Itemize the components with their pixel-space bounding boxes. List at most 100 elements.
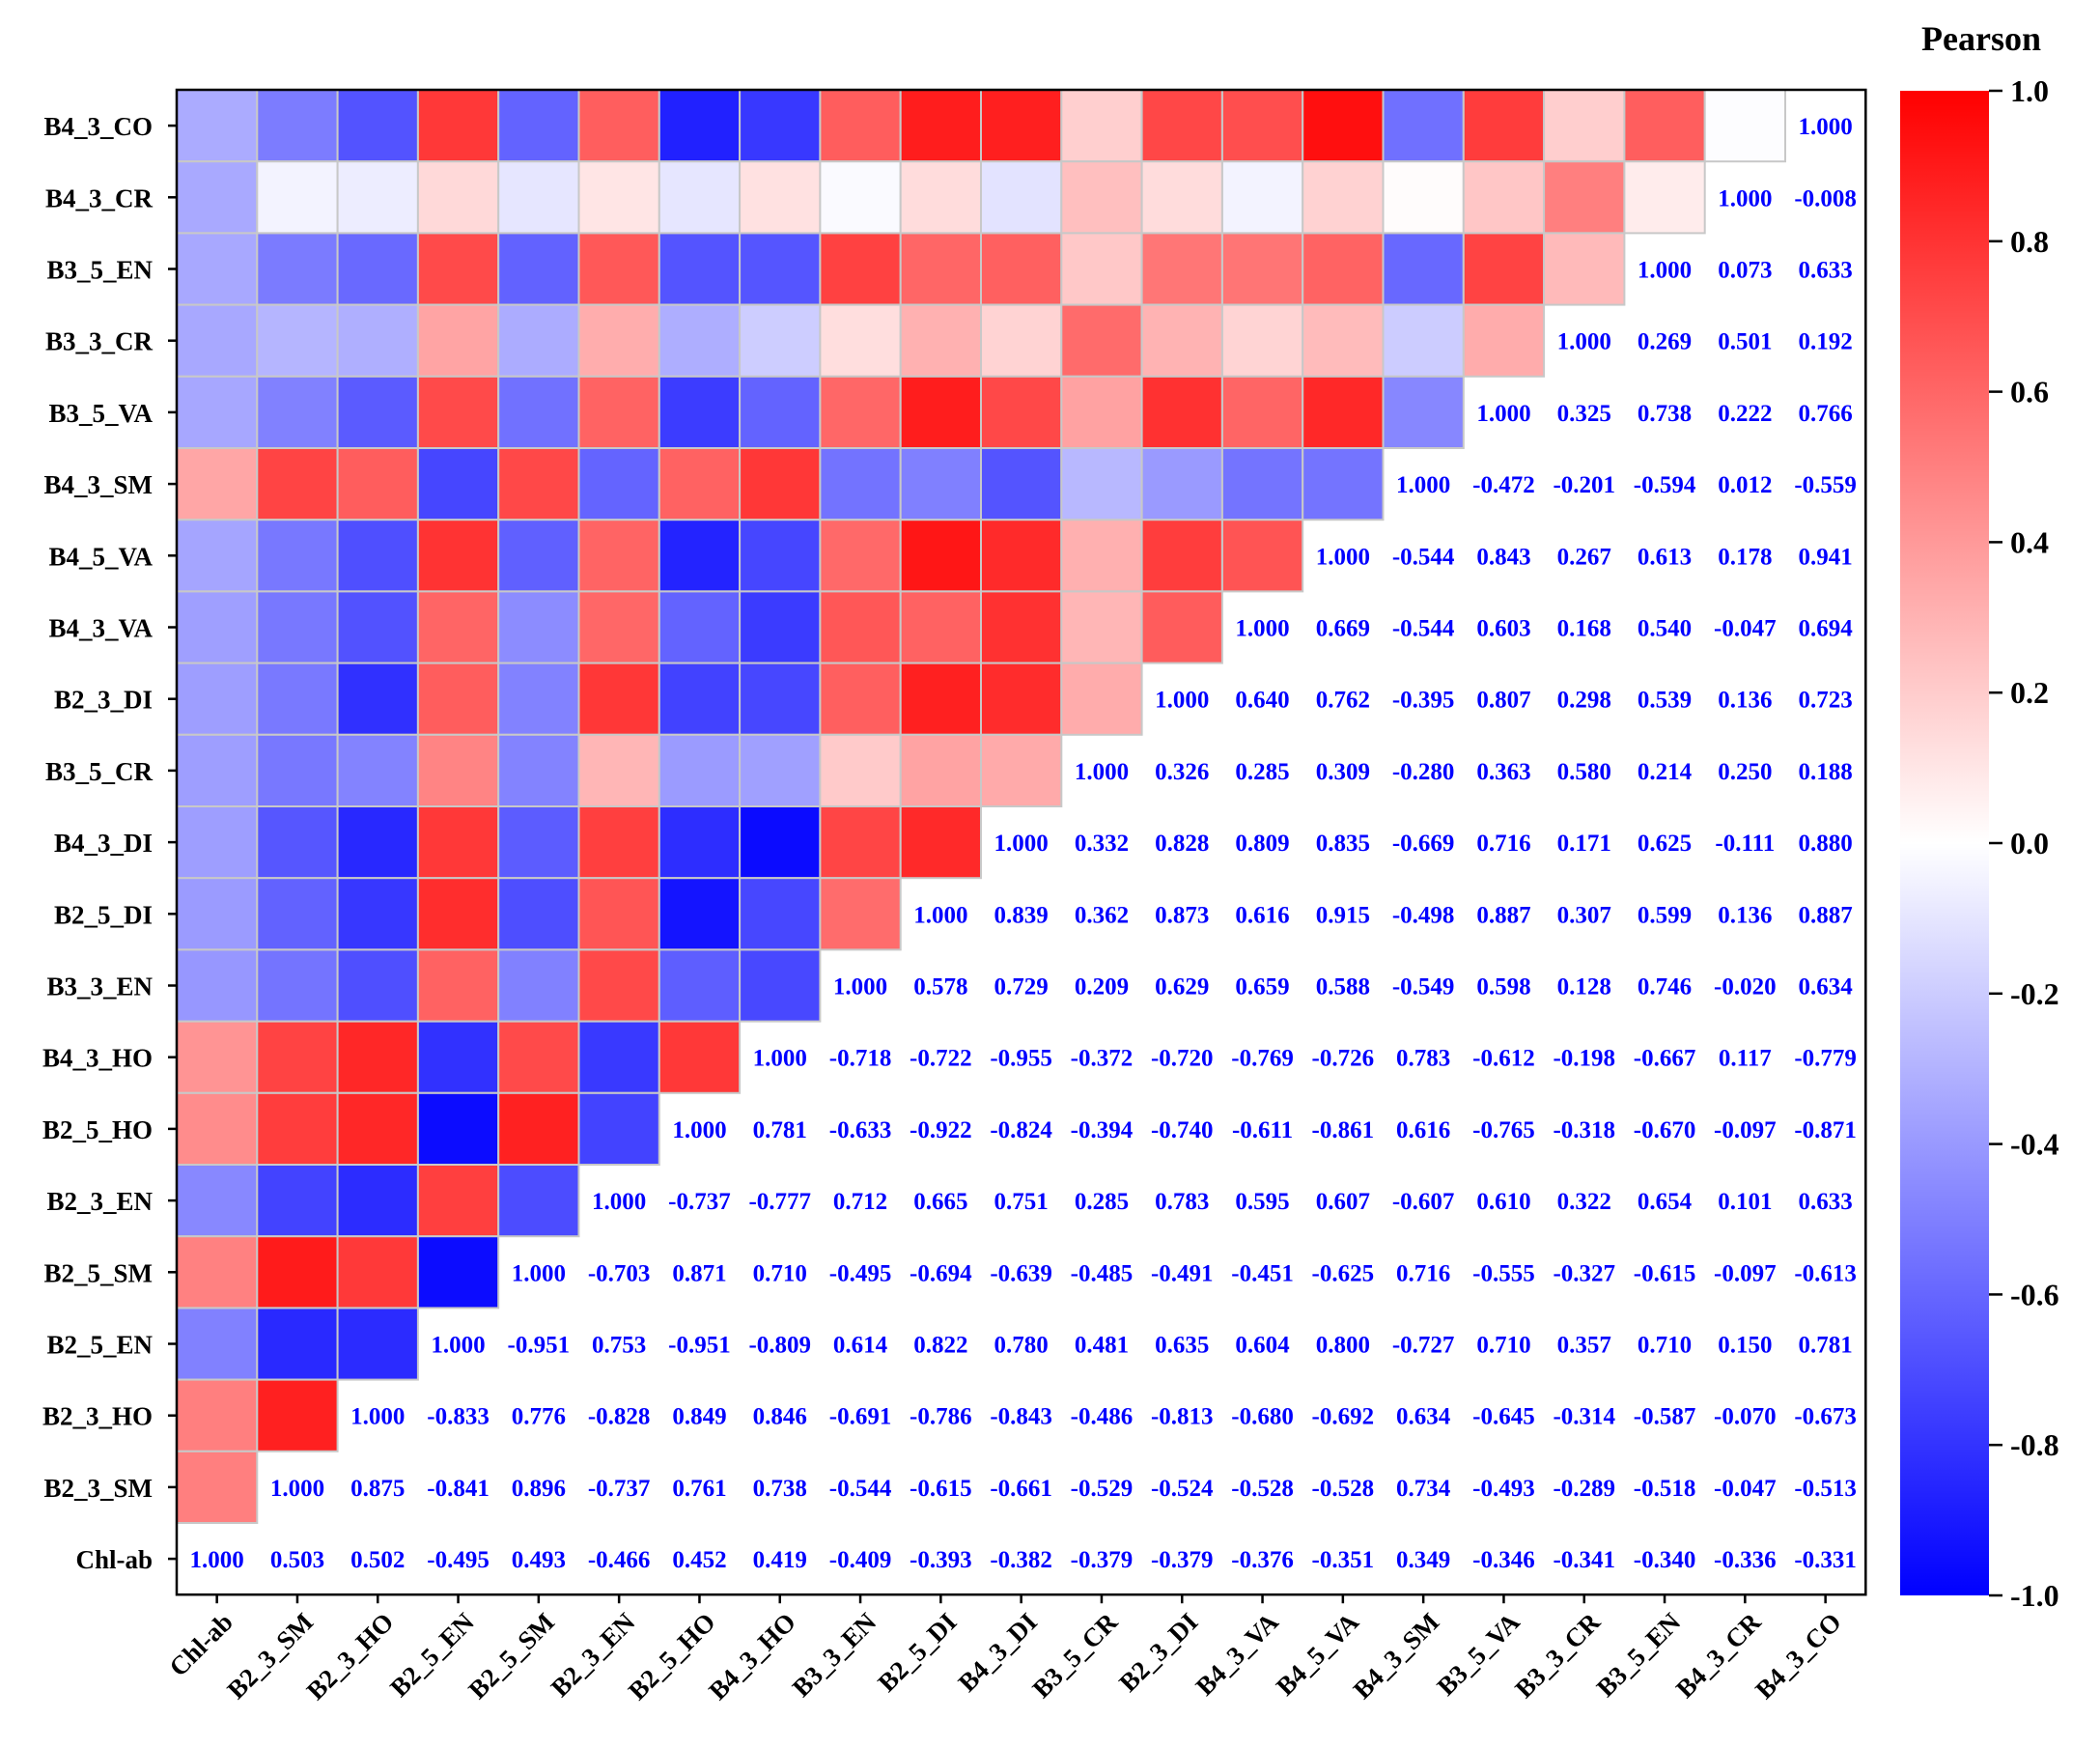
heatmap-cell bbox=[739, 160, 822, 235]
heatmap-cell bbox=[176, 1091, 259, 1167]
heatmap-cell bbox=[819, 89, 902, 163]
heatmap-cell bbox=[256, 805, 339, 880]
value-label: -0.495 bbox=[829, 1260, 892, 1286]
value-label: -0.633 bbox=[829, 1117, 892, 1143]
heatmap-cell bbox=[176, 1235, 259, 1310]
heatmap-cell bbox=[336, 590, 419, 664]
heatmap-cell bbox=[497, 662, 580, 736]
value-label: 0.723 bbox=[1799, 688, 1853, 714]
value-label: 0.267 bbox=[1557, 544, 1611, 570]
value-label: 0.419 bbox=[753, 1547, 807, 1573]
y-tick-label: B2_3_SM bbox=[43, 1474, 153, 1503]
heatmap-cell bbox=[1220, 89, 1304, 163]
heatmap-cell bbox=[336, 1235, 419, 1310]
heatmap-cell bbox=[739, 232, 822, 306]
heatmap-cell bbox=[577, 1020, 660, 1094]
value-label: 1.000 bbox=[190, 1547, 244, 1573]
value-label: 0.896 bbox=[512, 1476, 566, 1502]
value-label: 0.807 bbox=[1476, 688, 1530, 714]
value-label: 0.710 bbox=[753, 1260, 807, 1286]
value-label: 0.800 bbox=[1316, 1333, 1370, 1359]
value-label: -0.466 bbox=[588, 1547, 651, 1573]
value-label: 0.629 bbox=[1155, 974, 1209, 1001]
value-label: 0.309 bbox=[1316, 759, 1370, 785]
y-tick-label: B2_3_DI bbox=[54, 686, 153, 715]
heatmap-cell bbox=[336, 160, 419, 235]
value-label: 0.887 bbox=[1476, 902, 1530, 928]
heatmap-cell bbox=[980, 89, 1063, 163]
y-tick-label: B4_5_VA bbox=[48, 542, 153, 571]
heatmap-cell bbox=[336, 375, 419, 449]
heatmap-cell bbox=[256, 89, 339, 163]
heatmap-cell bbox=[416, 232, 500, 306]
value-label: 0.588 bbox=[1316, 974, 1370, 1001]
heatmap-cell bbox=[1060, 160, 1143, 235]
heatmap-cell bbox=[739, 375, 822, 449]
value-label: 0.880 bbox=[1799, 831, 1853, 857]
heatmap-cell bbox=[1623, 89, 1706, 163]
heatmap-cell bbox=[577, 89, 660, 163]
y-tick-label: B4_3_CR bbox=[45, 183, 154, 212]
value-label: -0.047 bbox=[1714, 616, 1777, 642]
x-tick-label: B4_3_CR bbox=[1670, 1607, 1767, 1704]
heatmap-cell bbox=[416, 160, 500, 235]
heatmap-cell bbox=[336, 733, 419, 807]
value-label: 0.729 bbox=[994, 974, 1049, 1001]
value-label: 0.363 bbox=[1476, 759, 1530, 785]
heatmap-cell bbox=[256, 590, 339, 664]
value-label: 0.101 bbox=[1718, 1189, 1772, 1215]
heatmap-cell bbox=[577, 232, 660, 306]
x-tick-label: B2_5_SM bbox=[462, 1607, 560, 1705]
heatmap-cell bbox=[899, 89, 983, 163]
value-label: -0.070 bbox=[1714, 1404, 1777, 1430]
heatmap-cell bbox=[899, 805, 983, 880]
heatmap-cell bbox=[336, 1307, 419, 1381]
heatmap-cell bbox=[416, 662, 500, 736]
value-label: -0.645 bbox=[1472, 1404, 1535, 1430]
value-label: -0.922 bbox=[910, 1117, 972, 1143]
value-label: -0.722 bbox=[910, 1046, 972, 1072]
heatmap-cell bbox=[980, 160, 1063, 235]
heatmap-cell bbox=[577, 662, 660, 736]
value-label: 0.712 bbox=[833, 1189, 887, 1215]
heatmap-cell bbox=[497, 877, 580, 951]
heatmap-cell bbox=[899, 447, 983, 522]
value-label: 0.481 bbox=[1075, 1333, 1129, 1359]
value-label: -0.955 bbox=[990, 1046, 1052, 1072]
heatmap-cell bbox=[1060, 232, 1143, 306]
heatmap-cell bbox=[256, 733, 339, 807]
value-label: 0.598 bbox=[1476, 974, 1530, 1001]
value-label: -0.524 bbox=[1151, 1476, 1214, 1502]
heatmap-cell bbox=[256, 1091, 339, 1167]
heatmap-cell bbox=[256, 1235, 339, 1310]
value-label: -0.861 bbox=[1312, 1117, 1375, 1143]
value-label: 0.357 bbox=[1557, 1333, 1611, 1359]
heatmap-cell bbox=[256, 1378, 339, 1452]
value-label: 0.604 bbox=[1235, 1333, 1290, 1359]
x-tick-label: B3_3_EN bbox=[787, 1607, 882, 1703]
heatmap-cell bbox=[256, 303, 339, 378]
y-tick-label: B3_5_EN bbox=[46, 256, 153, 285]
heatmap-cell bbox=[739, 948, 822, 1023]
heatmap-cell bbox=[1382, 160, 1465, 235]
value-label: 0.599 bbox=[1638, 902, 1692, 928]
heatmap-cell bbox=[658, 160, 742, 235]
value-label: 0.835 bbox=[1316, 831, 1370, 857]
value-label: -0.765 bbox=[1472, 1117, 1535, 1143]
x-tick-label: B3_3_CR bbox=[1509, 1607, 1606, 1704]
value-label: -0.544 bbox=[829, 1476, 892, 1502]
value-label: 0.168 bbox=[1557, 616, 1611, 642]
heatmap-cell bbox=[819, 877, 902, 951]
value-label: 0.716 bbox=[1396, 1260, 1450, 1286]
y-tick-label: B4_3_VA bbox=[48, 614, 153, 643]
heatmap-cell bbox=[176, 948, 259, 1023]
value-label: -0.555 bbox=[1472, 1260, 1535, 1286]
heatmap-cell bbox=[980, 590, 1063, 664]
value-label: 0.941 bbox=[1799, 544, 1853, 570]
value-label: -0.393 bbox=[910, 1547, 972, 1573]
value-label: -0.559 bbox=[1794, 472, 1857, 498]
x-tick-label: Chl-ab bbox=[163, 1607, 238, 1681]
value-label: 1.000 bbox=[1235, 616, 1289, 642]
heatmap-cell bbox=[336, 1164, 419, 1238]
value-label: -0.824 bbox=[990, 1117, 1052, 1143]
